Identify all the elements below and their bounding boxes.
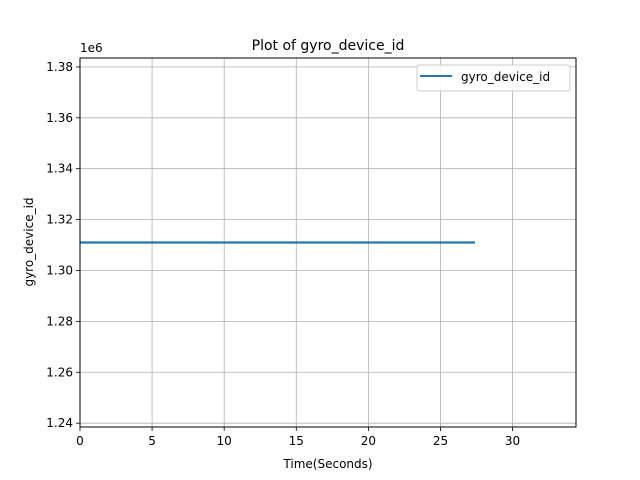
y-tick-label: 1.38: [46, 60, 73, 74]
y-tick-label: 1.34: [46, 162, 73, 176]
x-ticks: 0 5 10 15 20 25 30: [76, 427, 520, 448]
grid: [79, 58, 576, 427]
chart-title: Plot of gyro_device_id: [252, 38, 405, 54]
legend-box: [416, 64, 571, 92]
y-ticks: 1.24 1.26 1.28 1.30 1.32 1.34 1.36 1.38: [46, 60, 80, 430]
legend: gyro_device_id: [416, 64, 571, 92]
y-tick-label: 1.26: [46, 365, 73, 379]
x-tick-label: 30: [505, 434, 520, 448]
y-tick-label: 1.28: [46, 314, 73, 328]
y-tick-label: 1.24: [46, 416, 73, 430]
x-tick-label: 5: [148, 434, 156, 448]
y-tick-label: 1.32: [46, 213, 73, 227]
x-axis-label: Time(Seconds): [282, 457, 372, 471]
legend-label: gyro_device_id: [461, 70, 550, 84]
plot-frame: [79, 57, 577, 428]
x-tick-label: 25: [433, 434, 448, 448]
x-tick-label: 15: [289, 434, 304, 448]
x-tick-label: 10: [217, 434, 232, 448]
x-tick-label: 20: [361, 434, 376, 448]
x-tick-label: 0: [76, 434, 84, 448]
y-tick-label: 1.36: [46, 111, 73, 125]
y-offset-label: 1e6: [80, 41, 103, 55]
y-tick-label: 1.30: [46, 263, 73, 277]
y-axis-label: gyro_device_id: [22, 197, 36, 286]
